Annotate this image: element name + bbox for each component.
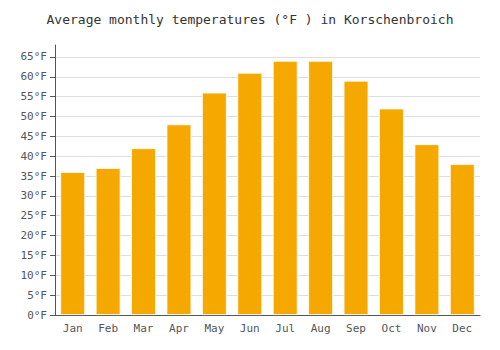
svg-text:65°F: 65°F: [21, 50, 48, 63]
svg-text:60°F: 60°F: [21, 70, 48, 83]
svg-text:5°F: 5°F: [27, 289, 47, 302]
svg-text:Average monthly temperatures (: Average monthly temperatures (°F ) in Ko…: [47, 12, 454, 27]
svg-text:Sep: Sep: [346, 322, 366, 335]
svg-text:Nov: Nov: [417, 322, 437, 335]
svg-text:May: May: [204, 322, 224, 335]
svg-text:Feb: Feb: [98, 322, 118, 335]
svg-text:50°F: 50°F: [21, 110, 48, 123]
svg-text:Apr: Apr: [169, 322, 189, 335]
svg-text:Jan: Jan: [63, 322, 83, 335]
svg-text:30°F: 30°F: [21, 189, 48, 202]
svg-text:45°F: 45°F: [21, 130, 48, 143]
svg-text:Aug: Aug: [311, 322, 331, 335]
svg-text:Oct: Oct: [382, 322, 402, 335]
svg-text:Jun: Jun: [240, 322, 260, 335]
svg-text:40°F: 40°F: [21, 150, 48, 163]
svg-text:Dec: Dec: [452, 322, 472, 335]
svg-text:0°F: 0°F: [27, 309, 47, 322]
svg-text:55°F: 55°F: [21, 90, 48, 103]
svg-text:20°F: 20°F: [21, 229, 48, 242]
svg-text:15°F: 15°F: [21, 249, 48, 262]
svg-text:25°F: 25°F: [21, 209, 48, 222]
svg-text:10°F: 10°F: [21, 269, 48, 282]
svg-text:35°F: 35°F: [21, 170, 48, 183]
svg-text:Mar: Mar: [134, 322, 154, 335]
svg-text:Jul: Jul: [275, 322, 295, 335]
